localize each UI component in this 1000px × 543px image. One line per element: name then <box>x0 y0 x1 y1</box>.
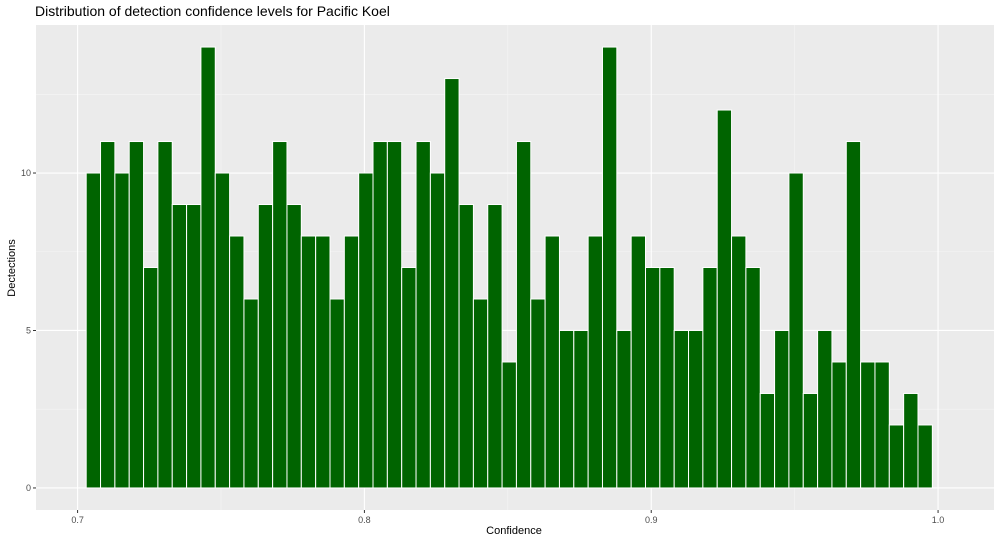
histogram-bar <box>802 392 819 489</box>
x-tick-label: 0.9 <box>645 515 658 525</box>
histogram-bar <box>774 329 790 489</box>
histogram-bar <box>100 141 116 489</box>
histogram-bar <box>386 141 403 489</box>
histogram-bar <box>630 235 647 489</box>
histogram-bar <box>874 361 890 489</box>
y-tick-label: 10 <box>21 168 31 178</box>
histogram-bar <box>272 141 288 489</box>
histogram-bar <box>817 329 833 489</box>
histogram-bar <box>143 267 159 489</box>
histogram-bar <box>759 392 776 489</box>
histogram-bar <box>343 235 360 489</box>
histogram-bar <box>645 267 661 489</box>
histogram-bar <box>315 235 331 489</box>
histogram-bar <box>401 267 417 489</box>
histogram-bar <box>186 204 202 489</box>
histogram-bar <box>286 204 302 489</box>
histogram-bar <box>487 204 503 489</box>
histogram-bar <box>472 298 489 489</box>
histogram-bar <box>544 235 560 489</box>
x-tick-label: 0.7 <box>71 515 84 525</box>
histogram-bar <box>845 141 862 489</box>
histogram-bar <box>458 204 474 489</box>
histogram-bar <box>530 298 546 489</box>
histogram-bar <box>229 235 245 489</box>
histogram-bar <box>745 267 761 489</box>
histogram-bar <box>659 267 675 489</box>
histogram-bar <box>888 424 905 489</box>
histogram-bar <box>716 109 733 489</box>
histogram-bar <box>587 235 603 489</box>
x-tick-label: 0.8 <box>358 515 371 525</box>
histogram-bar <box>702 267 718 489</box>
histogram-bar <box>731 235 747 489</box>
y-tick-label: 5 <box>26 325 31 335</box>
histogram-bar <box>573 329 589 489</box>
chart-title: Distribution of detection confidence lev… <box>35 3 390 19</box>
histogram-bar <box>688 329 704 489</box>
histogram-bar <box>429 172 446 489</box>
histogram-bar <box>860 361 876 489</box>
histogram-bar <box>85 172 102 489</box>
histogram-bar <box>358 172 374 489</box>
x-tick-label: 1.0 <box>932 515 945 525</box>
histogram-bar <box>831 361 847 489</box>
y-axis-title: Dectections <box>6 239 18 297</box>
histogram-bar <box>329 298 345 489</box>
x-axis-title: Confidence <box>486 525 542 537</box>
x-axis-ticks: 0.7 0.8 0.9 1.0 <box>71 510 944 525</box>
histogram-bar <box>616 329 632 489</box>
histogram-bar <box>171 204 188 489</box>
histogram-bar <box>917 424 933 489</box>
histogram-bar <box>903 392 919 489</box>
histogram-bar <box>200 46 216 489</box>
histogram-bar <box>415 141 431 489</box>
histogram-bar <box>372 141 388 489</box>
histogram-bar <box>501 361 517 489</box>
y-tick-label: 0 <box>26 483 31 493</box>
histogram-bar <box>601 46 618 489</box>
histogram-bar <box>300 235 317 489</box>
histogram-bar <box>257 204 274 489</box>
histogram-bar <box>444 78 460 489</box>
histogram-bar <box>214 172 231 489</box>
bars <box>85 46 933 489</box>
histogram-bar <box>243 298 259 489</box>
histogram-bar <box>114 172 130 489</box>
histogram-bar <box>515 141 532 489</box>
histogram-bar <box>788 172 804 489</box>
histogram-bar <box>558 329 575 489</box>
y-axis-ticks: 0 5 10 <box>21 168 36 493</box>
histogram-bar <box>157 141 173 489</box>
histogram-bar <box>673 329 690 489</box>
histogram-bar <box>128 141 145 489</box>
